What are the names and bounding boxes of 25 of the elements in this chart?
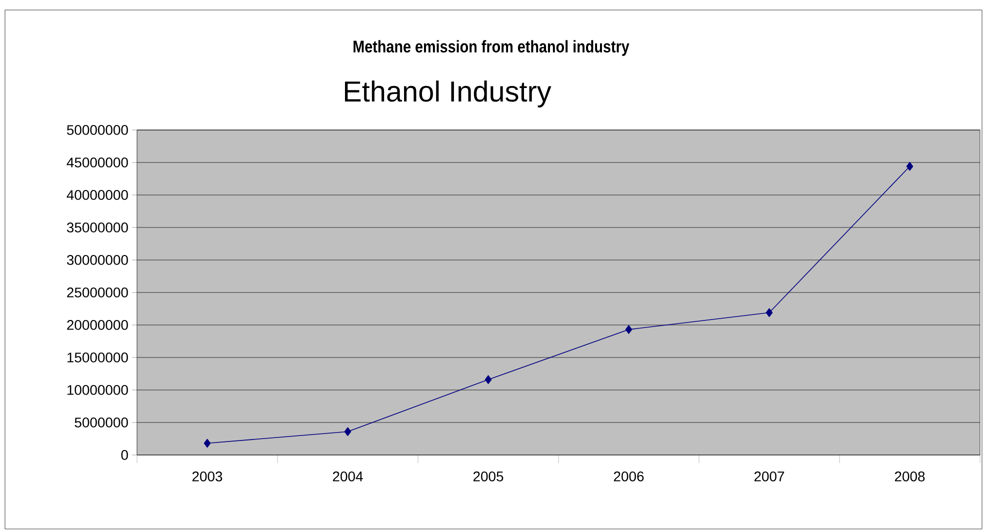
x-tick-label: 2008: [894, 471, 925, 482]
x-tick-label: 2006: [614, 471, 644, 482]
y-tick-label: 10000000: [67, 385, 128, 395]
y-tick-label: 20000000: [67, 320, 128, 330]
x-tick-label: 2007: [754, 471, 784, 482]
y-tick-label: 40000000: [66, 190, 128, 200]
point: [484, 375, 492, 384]
y-tick-label: 5000000: [74, 418, 128, 428]
y-tick-label: 30000000: [66, 255, 128, 265]
y-tick-label: 35000000: [66, 222, 128, 232]
chart-subtitle: Ethanol Industry: [344, 80, 552, 108]
x-tick-label: 2003: [192, 471, 222, 482]
x-tick-label: 2004: [332, 471, 363, 482]
point: [906, 162, 914, 171]
y-tick-label: 0: [121, 450, 128, 460]
point: [204, 438, 211, 448]
y-tick-label: 15000000: [67, 352, 128, 362]
point: [344, 427, 352, 436]
y-tick-label: 45000000: [66, 158, 128, 168]
y-tick-label: 50000000: [66, 125, 128, 135]
point: [766, 308, 773, 318]
x-tick-label: 2005: [473, 471, 504, 482]
chart-title: Methane emission from ethanol industry: [354, 40, 630, 56]
y-tick-label: 25000000: [67, 288, 128, 298]
point: [625, 325, 632, 334]
